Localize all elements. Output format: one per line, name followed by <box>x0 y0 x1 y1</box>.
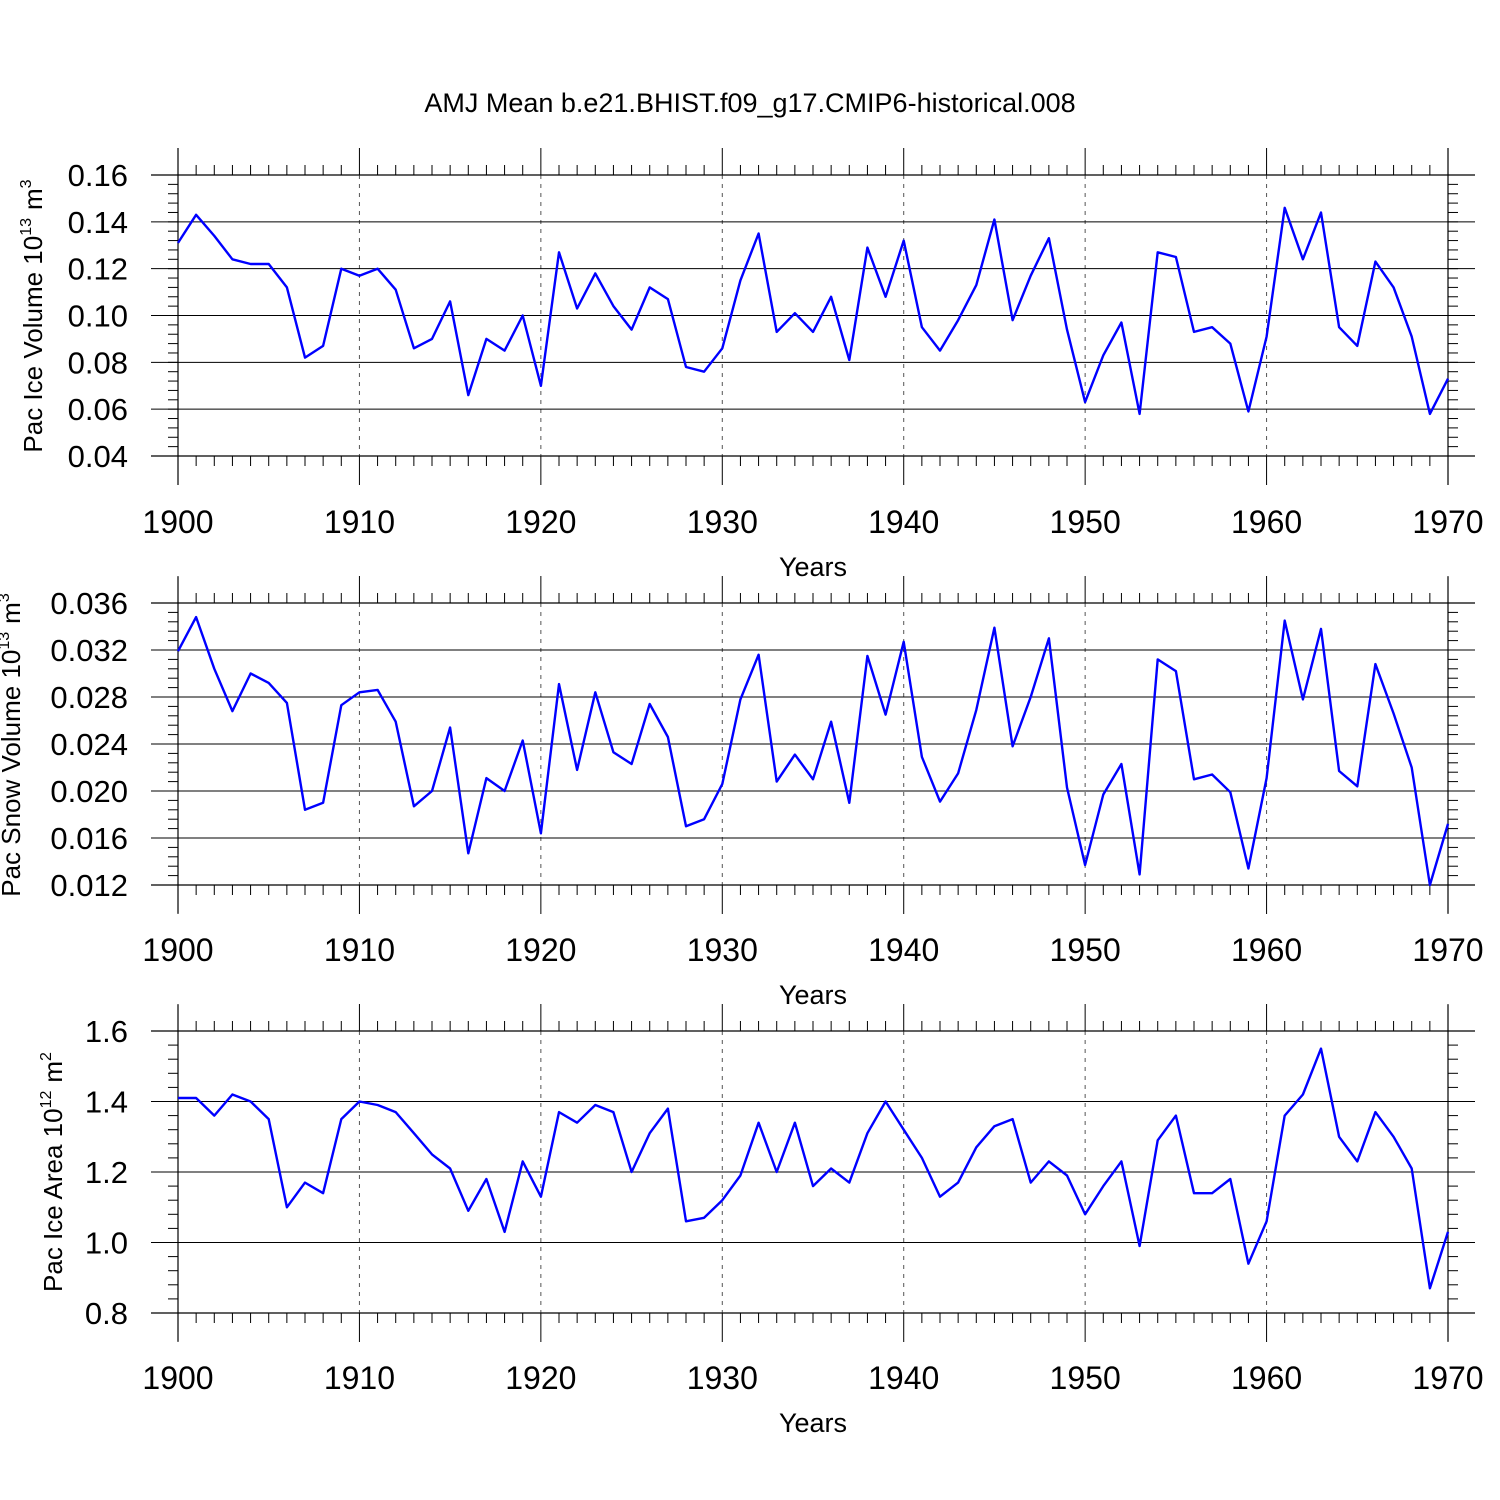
x-tick-label: 1950 <box>1050 1360 1121 1396</box>
y-tick-label: 0.028 <box>50 680 128 715</box>
ylabel-unit: m <box>38 1061 68 1083</box>
y-tick-label: 0.14 <box>68 205 128 240</box>
x-tick-label: 1970 <box>1412 932 1483 968</box>
x-tick-label: 1920 <box>505 932 576 968</box>
y-tick-label: 0.016 <box>50 821 128 856</box>
x-tick-label: 1940 <box>868 932 939 968</box>
y-tick-label: 0.024 <box>50 727 128 762</box>
x-tick-label: 1960 <box>1231 1360 1302 1396</box>
x-tick-label: 1900 <box>142 1360 213 1396</box>
figure-title: AMJ Mean b.e21.BHIST.f09_g17.CMIP6-histo… <box>424 88 1075 118</box>
y-tick-label: 1.6 <box>85 1014 128 1049</box>
x-tick-label: 1930 <box>687 932 758 968</box>
series-line <box>176 615 1450 887</box>
ylabel-text: Pac Ice Volume 10 <box>18 236 48 453</box>
x-tick-label: 1960 <box>1231 932 1302 968</box>
y-tick-label: 0.012 <box>50 868 128 903</box>
x-tick-label: 1970 <box>1412 1360 1483 1396</box>
x-tick-label: 1930 <box>687 1360 758 1396</box>
x-tick-label: 1910 <box>324 504 395 540</box>
ylabel-unit: m <box>0 602 26 624</box>
x-tick-label: 1940 <box>868 1360 939 1396</box>
ylabel-unit-exp: 3 <box>0 593 13 602</box>
y-tick-label: 0.06 <box>68 392 128 427</box>
ylabel-ice-volume: Pac Ice Volume 1013 m3 <box>18 179 48 452</box>
y-tick-label: 0.08 <box>68 345 128 380</box>
y-tick-label: 1.2 <box>85 1155 128 1190</box>
series-line <box>176 206 1450 416</box>
y-tick-label: 0.12 <box>68 252 128 287</box>
ylabel-exp: 13 <box>0 632 13 650</box>
panel-ice-area: 1900 1910 1920 1930 1940 1950 1960 1970 0.8 1.0 1.… <box>38 1004 1484 1438</box>
x-tick-label: 1910 <box>324 1360 395 1396</box>
x-tick-label: 1930 <box>687 504 758 540</box>
y-tick-label: 0.020 <box>50 774 128 809</box>
ylabel-text: Pac Ice Area 10 <box>38 1108 68 1292</box>
y-tick-label: 0.8 <box>85 1296 128 1331</box>
ylabel-unit: m <box>18 188 48 210</box>
xlabel-ice-volume: Years <box>779 552 847 582</box>
series-line <box>178 1047 1450 1290</box>
panel-snow-volume: 1900 1910 1920 1930 1940 1950 1960 1970 0.012 0.0… <box>0 576 1484 1010</box>
panel-ice-volume: 1900 1910 1920 1930 1940 1950 1960 1970 0.04 0.06… <box>18 148 1484 582</box>
y-tick-label: 1.4 <box>85 1085 128 1120</box>
ylabel-ice-area: Pac Ice Area 1012 m2 <box>38 1052 68 1292</box>
ylabel-unit-exp: 2 <box>38 1052 55 1061</box>
ylabel-exp: 12 <box>38 1091 55 1109</box>
ylabel-snow-volume: Pac Snow Volume 1013 m3 <box>0 593 26 897</box>
x-tick-label: 1900 <box>142 504 213 540</box>
x-tick-label: 1940 <box>868 504 939 540</box>
x-tick-label: 1900 <box>142 932 213 968</box>
xlabel-snow-volume: Years <box>779 980 847 1010</box>
y-tick-label: 0.16 <box>68 158 128 193</box>
y-tick-label: 0.032 <box>50 633 128 668</box>
ylabel-exp: 13 <box>18 218 35 236</box>
x-tick-label: 1950 <box>1050 932 1121 968</box>
x-tick-label: 1920 <box>505 1360 576 1396</box>
x-tick-label: 1960 <box>1231 504 1302 540</box>
x-tick-label: 1970 <box>1412 504 1483 540</box>
x-tick-label: 1920 <box>505 504 576 540</box>
y-tick-label: 1.0 <box>85 1226 128 1261</box>
xlabel-ice-area: Years <box>779 1408 847 1438</box>
ylabel-unit-exp: 3 <box>18 179 35 188</box>
x-tick-label: 1950 <box>1050 504 1121 540</box>
y-tick-label: 0.04 <box>68 439 128 474</box>
y-tick-label: 0.036 <box>50 586 128 621</box>
x-tick-label: 1910 <box>324 932 395 968</box>
y-tick-label: 0.10 <box>68 299 128 334</box>
ylabel-text: Pac Snow Volume 10 <box>0 650 26 897</box>
